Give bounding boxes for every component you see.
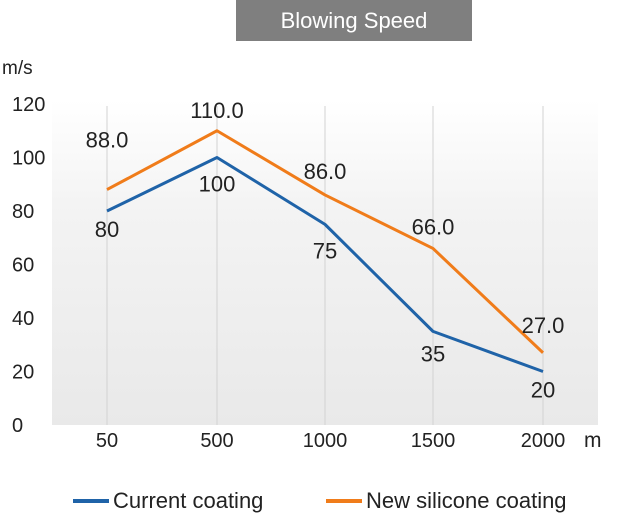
legend-swatch-new bbox=[326, 499, 362, 503]
legend-label-current: Current coating bbox=[113, 488, 264, 513]
legend-item-current: Current coating bbox=[73, 488, 263, 514]
series-line-1 bbox=[106, 129, 545, 354]
x-tick-label: 50 bbox=[96, 430, 118, 452]
data-label-0-3: 35 bbox=[421, 341, 445, 366]
legend: Current coating New silicone coating bbox=[0, 488, 640, 522]
x-tick-label: 500 bbox=[200, 430, 233, 452]
data-label-0-2: 75 bbox=[313, 238, 337, 263]
y-tick-label: 0 bbox=[12, 415, 23, 437]
data-label-1-4: 27.0 bbox=[522, 313, 565, 338]
y-tick-label: 80 bbox=[12, 201, 34, 223]
x-tick-label: 1000 bbox=[303, 430, 348, 452]
data-label-1-1: 110.0 bbox=[190, 98, 243, 123]
data-label-0-0: 80 bbox=[95, 217, 119, 242]
legend-item-new: New silicone coating bbox=[326, 488, 567, 514]
y-axis-label: m/s bbox=[2, 58, 33, 79]
x-tick-label: 2000 bbox=[521, 430, 566, 452]
y-tick-label: 40 bbox=[12, 308, 34, 330]
x-tick-label: 1500 bbox=[411, 430, 456, 452]
x-axis-label: m bbox=[584, 429, 602, 452]
y-tick-label: 100 bbox=[12, 148, 45, 170]
data-label-0-4: 20 bbox=[531, 378, 555, 403]
y-tick-label: 120 bbox=[12, 94, 45, 116]
data-label-1-3: 66.0 bbox=[412, 214, 455, 239]
chart-title: Blowing Speed bbox=[236, 0, 472, 41]
legend-label-new: New silicone coating bbox=[366, 488, 567, 513]
data-label-1-2: 86.0 bbox=[304, 159, 347, 184]
y-tick-label: 60 bbox=[12, 255, 34, 277]
legend-swatch-current bbox=[73, 499, 109, 503]
data-label-0-1: 100 bbox=[199, 172, 236, 197]
y-tick-label: 20 bbox=[12, 362, 34, 384]
data-label-1-0: 88.0 bbox=[86, 128, 129, 153]
series-line-0 bbox=[106, 156, 544, 373]
